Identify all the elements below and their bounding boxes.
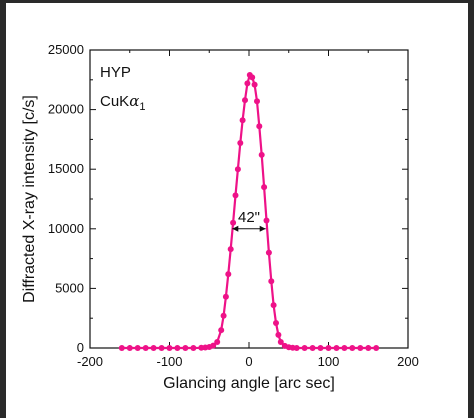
data-point xyxy=(268,278,275,285)
data-point xyxy=(301,345,308,351)
data-point xyxy=(263,217,270,224)
data-point xyxy=(254,98,260,105)
data-point xyxy=(190,345,197,351)
data-point xyxy=(220,312,227,319)
radiation-greek: α xyxy=(129,92,139,110)
data-point xyxy=(273,320,279,326)
data-point xyxy=(309,345,316,351)
y-tick-label: 20000 xyxy=(48,102,84,117)
data-point xyxy=(341,345,348,351)
data-point xyxy=(293,345,300,351)
data-point xyxy=(242,97,248,104)
data-point xyxy=(150,345,157,351)
data-point xyxy=(142,345,149,351)
fwhm-label: 42" xyxy=(238,209,260,226)
data-point xyxy=(237,140,244,146)
data-point xyxy=(239,117,246,124)
y-tick-label: 0 xyxy=(77,340,84,355)
data-point xyxy=(182,345,189,351)
data-point xyxy=(214,339,221,345)
data-point xyxy=(256,123,263,130)
data-point xyxy=(126,345,133,351)
data-point xyxy=(234,166,241,173)
data-point xyxy=(232,192,239,199)
data-point xyxy=(134,345,141,351)
sample-label: HYP xyxy=(100,64,131,81)
radiation-main: CuK xyxy=(100,93,129,110)
data-point xyxy=(222,293,229,300)
data-point xyxy=(158,345,165,351)
x-tick-label: 200 xyxy=(397,354,419,369)
axis-tick-labels: -200 -100 0 100 200 0 5000 10000 15000 20000 25000 xyxy=(48,42,419,369)
x-axis-title: Glancing angle [arc sec] xyxy=(163,375,335,392)
frame-top-border xyxy=(0,0,474,3)
data-point xyxy=(251,81,258,88)
data-point xyxy=(261,184,268,191)
data-point xyxy=(333,345,340,351)
data-series xyxy=(118,72,380,351)
data-point xyxy=(325,345,332,351)
data-point xyxy=(227,246,234,253)
data-point xyxy=(118,345,125,351)
y-tick-label: 15000 xyxy=(48,161,84,176)
data-point xyxy=(365,345,372,351)
data-point xyxy=(218,327,225,334)
data-point xyxy=(270,302,277,309)
fwhm-annotation: 42" xyxy=(232,209,266,232)
radiation-subscript: 1 xyxy=(139,101,145,113)
y-tick-label: 5000 xyxy=(55,280,84,295)
data-point xyxy=(249,74,256,81)
fwhm-arrow-left xyxy=(232,225,239,232)
data-point xyxy=(275,331,282,338)
data-point xyxy=(265,249,272,256)
y-tick-label: 10000 xyxy=(48,221,84,236)
x-tick-label: -100 xyxy=(156,354,182,369)
radiation-label: CuKα1 xyxy=(100,92,145,113)
fwhm-arrow-right xyxy=(259,225,266,232)
x-tick-label: -200 xyxy=(77,354,103,369)
y-axis-title: Diffracted X-ray intensity [c/s] xyxy=(21,95,38,303)
x-tick-label: 0 xyxy=(245,354,252,369)
frame-left-border xyxy=(0,0,6,418)
data-point xyxy=(277,339,284,345)
data-point xyxy=(174,345,181,351)
data-point xyxy=(166,345,173,351)
data-point xyxy=(258,151,265,158)
data-point xyxy=(349,345,356,351)
data-point xyxy=(225,271,232,278)
data-point xyxy=(357,345,364,351)
data-point xyxy=(244,80,251,87)
data-point xyxy=(230,219,237,226)
y-tick-label: 25000 xyxy=(48,42,84,57)
data-point xyxy=(317,345,324,351)
frame-right-border xyxy=(468,0,474,418)
data-point xyxy=(373,345,380,351)
x-tick-label: 100 xyxy=(318,354,340,369)
data-point xyxy=(210,342,217,349)
